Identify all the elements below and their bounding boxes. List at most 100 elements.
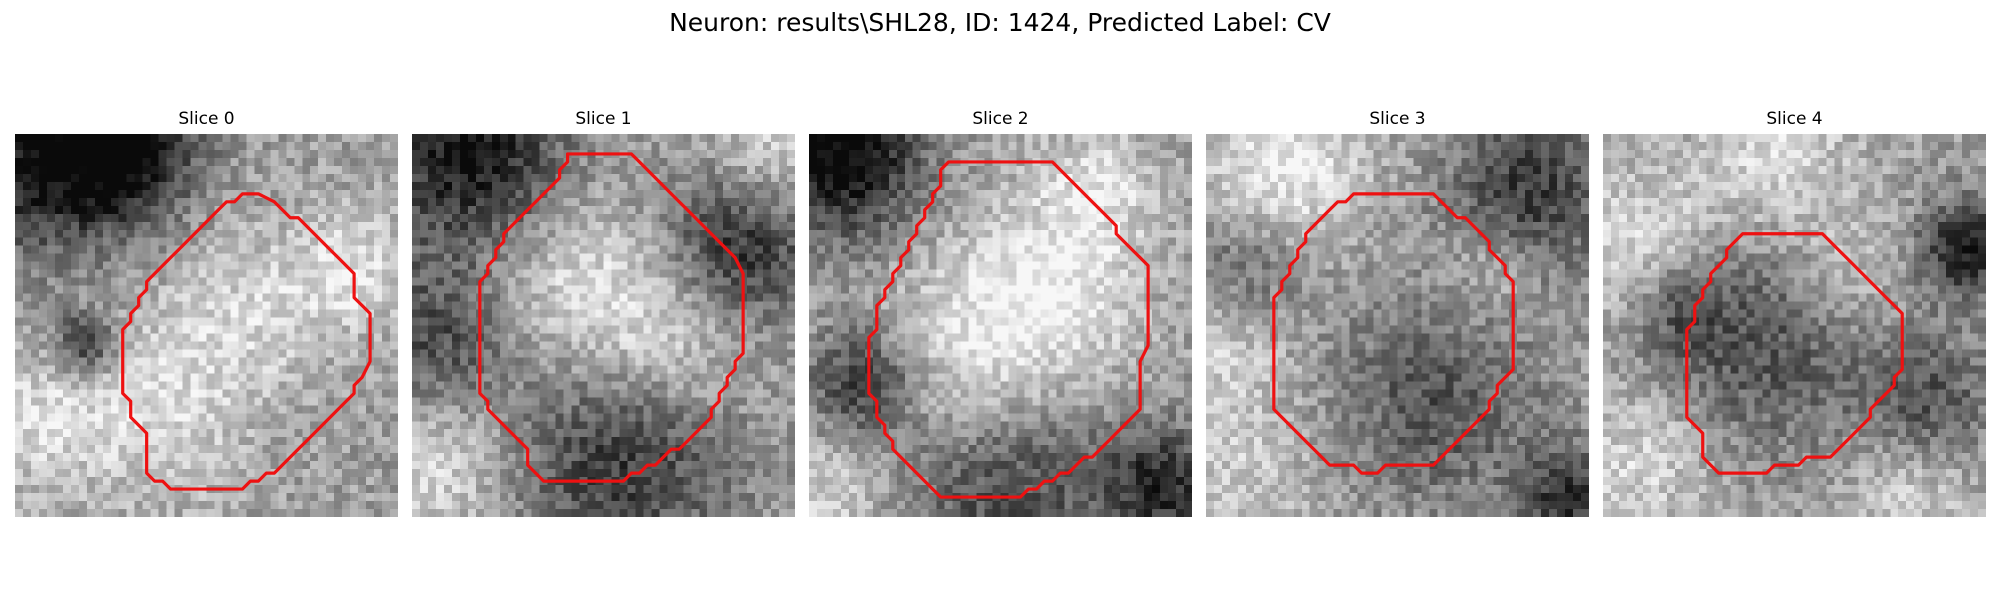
pixel (467, 485, 476, 494)
pixel (571, 301, 580, 310)
pixel (699, 477, 708, 486)
pixel (190, 397, 199, 406)
pixel (427, 349, 437, 358)
pixel (310, 165, 319, 175)
pixel (491, 277, 500, 286)
pixel (238, 293, 247, 302)
pixel (531, 309, 540, 318)
pixel (563, 285, 572, 294)
pixel (475, 157, 484, 167)
pixel (294, 413, 303, 422)
pixel (270, 445, 279, 454)
pixel (659, 277, 668, 286)
pixel (318, 461, 327, 470)
pixel (691, 397, 700, 406)
pixel (214, 141, 223, 151)
pixel (310, 221, 319, 230)
figure-title: Neuron: results\SHL28, ID: 1424, Predict… (669, 8, 1331, 37)
pixel (499, 165, 508, 175)
pixel (1080, 181, 1089, 191)
pixel (491, 293, 500, 302)
pixel (427, 453, 437, 462)
pixel (1088, 134, 1097, 143)
pixel (976, 149, 985, 159)
pixel (118, 485, 127, 494)
pixel (270, 413, 279, 422)
pixel (222, 357, 231, 366)
pixel (302, 245, 311, 254)
pixel (523, 389, 532, 398)
pixel (62, 309, 72, 318)
pixel (595, 269, 604, 278)
pixel (779, 245, 788, 254)
pixel (366, 213, 375, 222)
pixel (547, 261, 556, 270)
pixel (412, 165, 421, 175)
pixel (302, 365, 311, 374)
pixel (763, 429, 772, 438)
pixel (262, 437, 271, 446)
pixel (70, 477, 79, 486)
pixel (571, 205, 580, 214)
pixel (1168, 141, 1177, 151)
pixel (238, 253, 247, 262)
pixel (102, 237, 111, 246)
pixel (787, 413, 795, 422)
pixel (286, 301, 295, 310)
pixel (563, 485, 572, 494)
pixel (366, 421, 375, 430)
pixel (507, 501, 516, 510)
pixel (427, 165, 437, 175)
pixel (38, 269, 48, 278)
pixel (755, 197, 764, 206)
pixel (611, 333, 620, 342)
pixel (723, 309, 732, 318)
pixel (412, 301, 421, 310)
pixel (763, 389, 772, 398)
pixel (358, 349, 367, 358)
pixel (214, 149, 223, 159)
pixel (1064, 157, 1073, 167)
pixel (118, 309, 127, 318)
pixel (86, 453, 95, 462)
pixel (102, 149, 111, 159)
pixel (619, 141, 628, 151)
pixel (467, 245, 476, 254)
pixel (920, 141, 929, 151)
pixel (507, 333, 516, 342)
pixel (342, 317, 351, 326)
pixel (707, 181, 716, 191)
pixel (675, 285, 684, 294)
pixel (382, 485, 391, 494)
pixel (390, 493, 398, 502)
pixel (659, 134, 668, 143)
pixel (110, 461, 119, 470)
pixel (936, 141, 945, 151)
pixel (515, 413, 524, 422)
pixel (412, 333, 421, 342)
pixel (659, 493, 668, 502)
pixel (499, 141, 508, 151)
pixel (254, 317, 263, 326)
pixel (278, 381, 287, 390)
pixel (102, 413, 111, 422)
pixel (723, 501, 732, 510)
pixel (475, 149, 484, 159)
pixel (46, 493, 56, 502)
pixel (78, 141, 87, 151)
pixel (691, 493, 700, 502)
pixel (222, 181, 231, 191)
pixel (563, 205, 572, 214)
pixel (627, 429, 636, 438)
pixel (390, 301, 398, 310)
pixel (366, 301, 375, 310)
pixel (30, 397, 40, 406)
pixel (222, 205, 231, 214)
pixel (134, 453, 143, 462)
pixel (382, 373, 391, 382)
pixel (731, 189, 740, 198)
pixel (499, 341, 508, 350)
pixel (611, 165, 620, 175)
pixel (94, 134, 103, 143)
pixel (763, 269, 772, 278)
